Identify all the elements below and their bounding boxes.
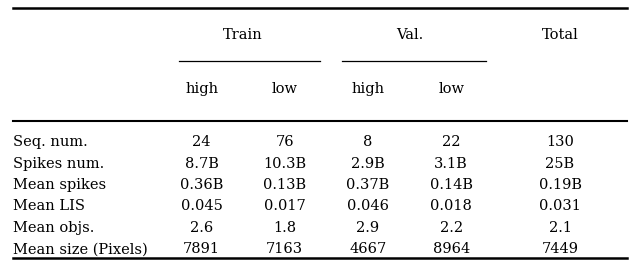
Text: 4667: 4667 bbox=[349, 242, 387, 256]
Text: 8964: 8964 bbox=[433, 242, 470, 256]
Text: high: high bbox=[185, 82, 218, 96]
Text: 0.018: 0.018 bbox=[430, 199, 472, 213]
Text: low: low bbox=[438, 82, 464, 96]
Text: 0.37B: 0.37B bbox=[346, 178, 390, 192]
Text: 2.1: 2.1 bbox=[548, 221, 572, 235]
Text: Train: Train bbox=[223, 28, 263, 42]
Text: 2.2: 2.2 bbox=[440, 221, 463, 235]
Text: 8.7B: 8.7B bbox=[185, 157, 218, 171]
Text: 7891: 7891 bbox=[183, 242, 220, 256]
Text: high: high bbox=[351, 82, 385, 96]
Text: Spikes num.: Spikes num. bbox=[13, 157, 104, 171]
Text: 22: 22 bbox=[442, 135, 460, 149]
Text: 130: 130 bbox=[546, 135, 574, 149]
Text: low: low bbox=[272, 82, 298, 96]
Text: 2.6: 2.6 bbox=[190, 221, 213, 235]
Text: 0.031: 0.031 bbox=[539, 199, 581, 213]
Text: 1.8: 1.8 bbox=[273, 221, 296, 235]
Text: 0.046: 0.046 bbox=[347, 199, 389, 213]
Text: 0.13B: 0.13B bbox=[263, 178, 307, 192]
Text: 0.017: 0.017 bbox=[264, 199, 306, 213]
Text: 0.36B: 0.36B bbox=[180, 178, 223, 192]
Text: Total: Total bbox=[541, 28, 579, 42]
Text: 24: 24 bbox=[193, 135, 211, 149]
Text: Val.: Val. bbox=[396, 28, 423, 42]
Text: 2.9: 2.9 bbox=[356, 221, 380, 235]
Text: 76: 76 bbox=[275, 135, 294, 149]
Text: 0.045: 0.045 bbox=[180, 199, 223, 213]
Text: Mean spikes: Mean spikes bbox=[13, 178, 106, 192]
Text: 8: 8 bbox=[364, 135, 372, 149]
Text: 10.3B: 10.3B bbox=[263, 157, 307, 171]
Text: Seq. num.: Seq. num. bbox=[13, 135, 88, 149]
Text: 7449: 7449 bbox=[541, 242, 579, 256]
Text: 0.19B: 0.19B bbox=[538, 178, 582, 192]
Text: 3.1B: 3.1B bbox=[435, 157, 468, 171]
Text: 25B: 25B bbox=[545, 157, 575, 171]
Text: Mean size (Pixels): Mean size (Pixels) bbox=[13, 242, 148, 256]
Text: 2.9B: 2.9B bbox=[351, 157, 385, 171]
Text: 7163: 7163 bbox=[266, 242, 303, 256]
Text: 0.14B: 0.14B bbox=[429, 178, 473, 192]
Text: Mean LIS: Mean LIS bbox=[13, 199, 84, 213]
Text: Mean objs.: Mean objs. bbox=[13, 221, 94, 235]
